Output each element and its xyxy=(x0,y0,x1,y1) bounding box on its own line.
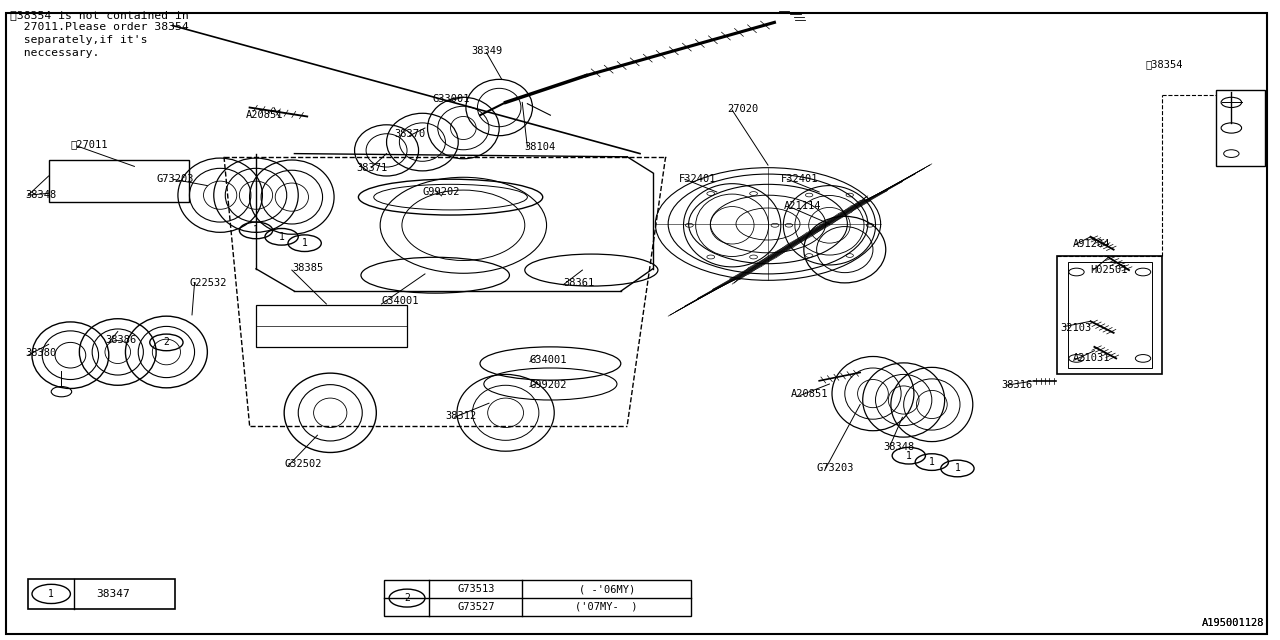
Text: A91204: A91204 xyxy=(1073,239,1110,250)
Text: 1: 1 xyxy=(279,232,284,242)
Text: G34001: G34001 xyxy=(381,296,419,306)
Text: F32401: F32401 xyxy=(678,174,716,184)
Text: G73513: G73513 xyxy=(457,584,495,595)
Text: 32103: 32103 xyxy=(1060,323,1091,333)
Text: G73203: G73203 xyxy=(156,174,193,184)
Text: 2: 2 xyxy=(404,593,410,603)
Text: G99202: G99202 xyxy=(422,187,460,197)
Text: G33001: G33001 xyxy=(433,94,470,104)
Text: ※38354: ※38354 xyxy=(1146,59,1183,69)
Text: ※27011: ※27011 xyxy=(70,139,108,149)
Text: 38370: 38370 xyxy=(394,129,425,140)
Text: A195001128: A195001128 xyxy=(1202,618,1265,628)
Text: A20851: A20851 xyxy=(791,388,828,399)
Text: G32502: G32502 xyxy=(284,459,321,469)
Text: 38361: 38361 xyxy=(563,278,594,288)
Text: ('07MY-  ): ('07MY- ) xyxy=(576,602,637,612)
Bar xyxy=(384,580,691,616)
Text: G73203: G73203 xyxy=(817,463,854,474)
Text: 38385: 38385 xyxy=(292,262,323,273)
Text: A195001128: A195001128 xyxy=(1202,618,1265,628)
Text: 38312: 38312 xyxy=(445,411,476,421)
Text: G22532: G22532 xyxy=(189,278,227,288)
Text: 1: 1 xyxy=(929,457,934,467)
Text: A20851: A20851 xyxy=(246,110,283,120)
Bar xyxy=(1216,90,1265,166)
Text: 38348: 38348 xyxy=(26,190,56,200)
Text: 2: 2 xyxy=(164,337,169,348)
Text: G34001: G34001 xyxy=(530,355,567,365)
Text: 38348: 38348 xyxy=(883,442,914,452)
Bar xyxy=(1057,256,1162,374)
Text: A21114: A21114 xyxy=(783,201,820,211)
Text: A21031: A21031 xyxy=(1073,353,1110,364)
Text: 1: 1 xyxy=(253,225,259,236)
Text: 1: 1 xyxy=(302,238,307,248)
Text: 38386: 38386 xyxy=(105,335,136,346)
Bar xyxy=(28,579,175,609)
Bar xyxy=(49,160,189,202)
Text: ※38354 is not contained in
  27011.Please order 38354
  separately,if it's
  nec: ※38354 is not contained in 27011.Please … xyxy=(10,10,189,58)
Text: 1: 1 xyxy=(955,463,960,474)
Text: 38380: 38380 xyxy=(26,348,56,358)
Text: 38371: 38371 xyxy=(356,163,387,173)
Text: 38316: 38316 xyxy=(1001,380,1032,390)
Text: F32401: F32401 xyxy=(781,174,818,184)
Text: 38349: 38349 xyxy=(471,46,502,56)
Text: G99202: G99202 xyxy=(530,380,567,390)
Bar xyxy=(256,305,407,347)
Text: 1: 1 xyxy=(906,451,911,461)
Text: G73527: G73527 xyxy=(457,602,495,612)
Text: H02501: H02501 xyxy=(1091,265,1128,275)
Text: ( -'06MY): ( -'06MY) xyxy=(579,584,635,595)
Text: 38104: 38104 xyxy=(525,142,556,152)
Bar xyxy=(1068,262,1152,368)
Text: 27020: 27020 xyxy=(727,104,758,114)
Text: 38347: 38347 xyxy=(96,589,129,599)
Text: 1: 1 xyxy=(49,589,54,599)
